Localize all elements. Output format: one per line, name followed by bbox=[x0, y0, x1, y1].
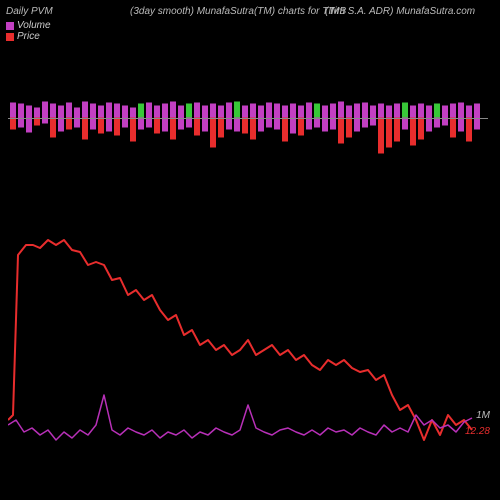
legend-item-price: Price bbox=[6, 31, 51, 42]
line-chart-panel: 1M 12.28 bbox=[8, 210, 488, 470]
oscillator-panel bbox=[8, 70, 488, 165]
chart-header: Daily PVM (3day smooth) MunafaSutra(TM) … bbox=[0, 6, 500, 20]
price-label: Price bbox=[17, 31, 40, 42]
legend-item-volume: Volume bbox=[6, 20, 51, 31]
price-end-label: 12.28 bbox=[465, 426, 490, 437]
header-right: (Tim S.A. ADR) MunafaSutra.com bbox=[325, 6, 475, 17]
line-chart bbox=[8, 210, 488, 470]
volume-end-label: 1M bbox=[476, 410, 490, 421]
price-swatch bbox=[6, 33, 14, 41]
volume-label: Volume bbox=[17, 20, 51, 31]
header-left: Daily PVM bbox=[6, 6, 53, 17]
header-center: (3day smooth) MunafaSutra(TM) charts for… bbox=[130, 6, 346, 17]
legend: Volume Price bbox=[6, 20, 51, 42]
volume-swatch bbox=[6, 22, 14, 30]
oscillator-midline bbox=[8, 118, 488, 119]
